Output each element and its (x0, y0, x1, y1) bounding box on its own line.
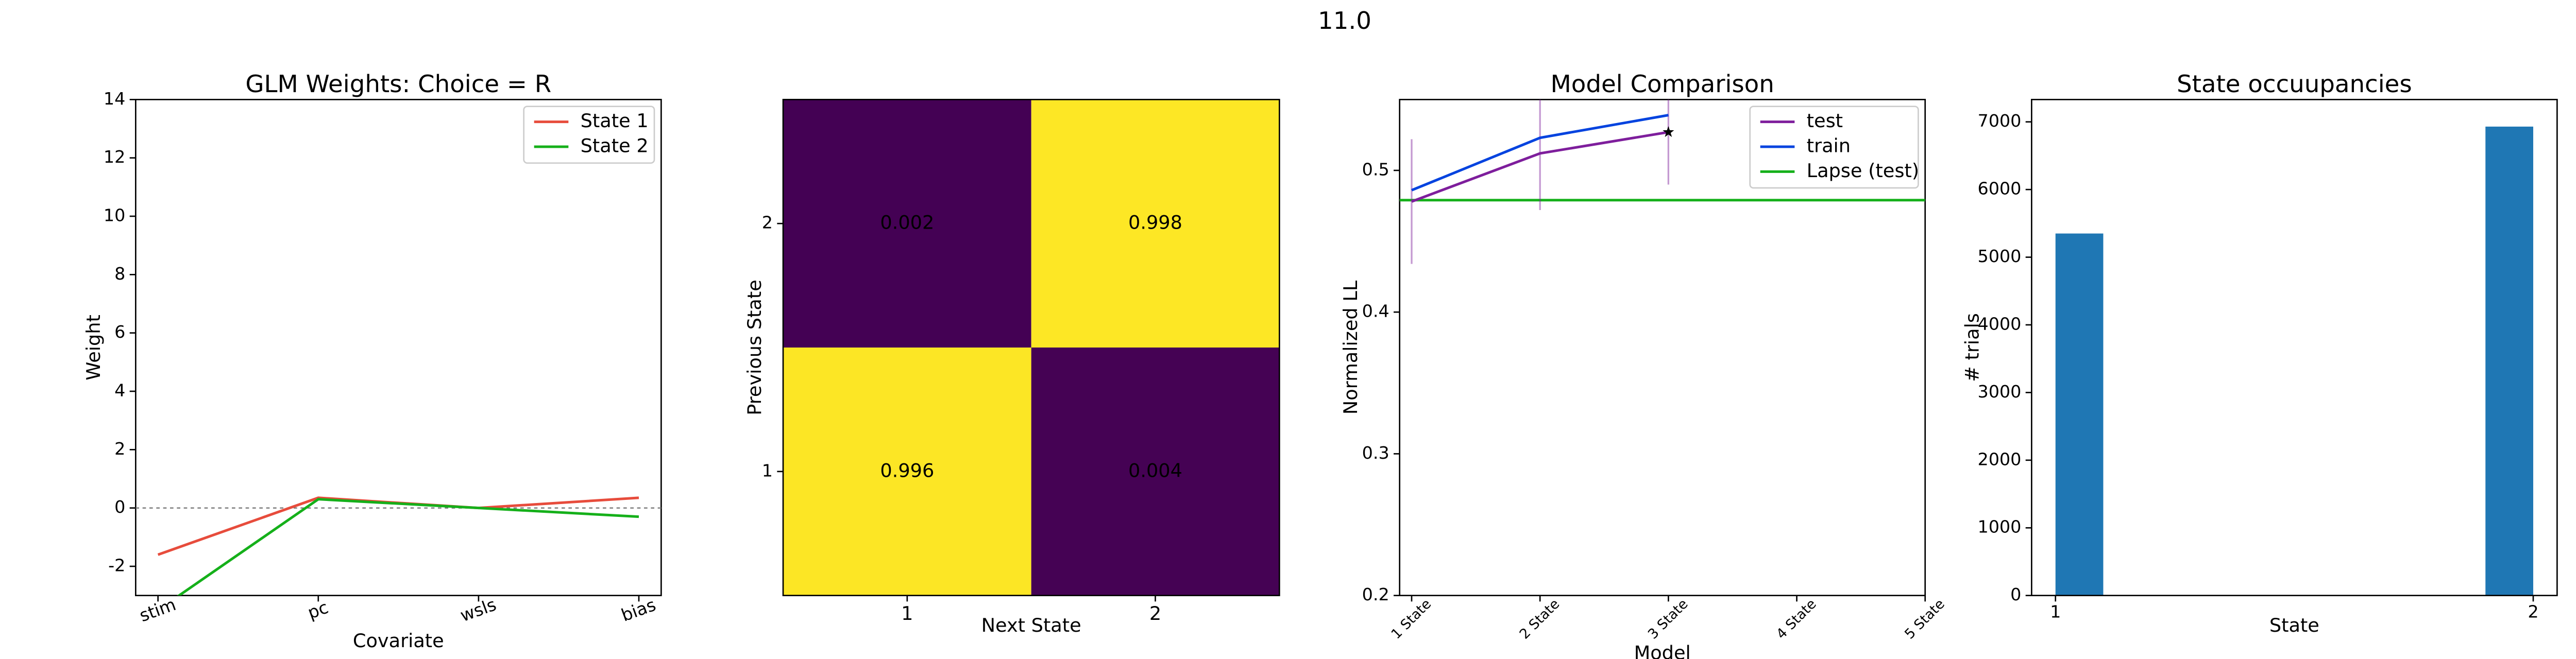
y-tick-label: 0.4 (1362, 301, 1389, 321)
x-tick-label: 1 State (1388, 596, 1434, 643)
cell-label: 0.004 (1128, 459, 1182, 481)
x-tick-label: 1 (2050, 602, 2061, 622)
axes-frame (1399, 99, 1926, 596)
x-tick-label: bias (619, 595, 658, 626)
x-tick-label: wsls (457, 594, 499, 626)
axes-title: State occuupancies (2177, 71, 2412, 98)
y-axis-label: Previous State (743, 280, 766, 415)
y-axis-label: # trials (1961, 313, 1983, 382)
x-tick-label: 1 (901, 602, 913, 625)
y-axis-label: Weight (82, 315, 105, 380)
series-line (1411, 114, 1669, 192)
y-tick-label: -2 (108, 556, 125, 576)
y-tick-label: 10 (104, 205, 125, 226)
y-tick-label: 0.5 (1362, 159, 1389, 179)
bar (2055, 233, 2104, 596)
bar (2485, 126, 2533, 596)
y-tick-label: 12 (104, 147, 125, 167)
y-tick-label: 4 (114, 380, 125, 401)
y-tick-label: 4000 (1978, 314, 2022, 334)
y-tick-label: 7000 (1978, 111, 2022, 131)
y-tick-label: 2000 (1978, 449, 2022, 469)
y-tick-label: 3000 (1978, 381, 2022, 402)
best-model-star (1663, 126, 1674, 137)
series-line (1411, 131, 1669, 203)
y-tick-label: 6000 (1978, 179, 2022, 199)
y-tick-label: 0 (2010, 584, 2021, 604)
cell-label: 0.996 (880, 459, 934, 481)
series-line (177, 498, 639, 596)
cell-label: 0.998 (1128, 212, 1182, 234)
y-tick-label: 2 (114, 439, 125, 459)
x-tick-label: 2 (2528, 602, 2538, 622)
plot-area (135, 496, 662, 596)
heatmap-cell (1031, 348, 1280, 596)
y-tick-label: 1 (762, 460, 773, 480)
x-tick-label: 5 State (1902, 596, 1948, 643)
y-tick-label: 6 (114, 322, 125, 342)
heatmap-cell (783, 99, 1031, 348)
heatmap-cell (783, 348, 1031, 596)
suptitle: 11.0 (1318, 7, 1371, 35)
x-tick-label: 3 State (1645, 596, 1691, 643)
x-axis-label: Next State (981, 614, 1081, 636)
y-tick-label: 8 (114, 264, 125, 284)
axes-frame (782, 99, 1280, 596)
legend-label: Lapse (test) (1807, 160, 1919, 182)
axes-frame (2031, 99, 2558, 596)
x-tick-label: stim (137, 594, 178, 626)
y-tick-label: 0.2 (1362, 584, 1389, 604)
legend-label: train (1807, 135, 1851, 157)
y-tick-label: 2 (762, 213, 773, 233)
legend-box (1749, 106, 1919, 189)
axes-frame (135, 99, 662, 596)
y-tick-label: 0.3 (1362, 443, 1389, 463)
x-axis-label: Covariate (353, 630, 444, 652)
legend-label: State 1 (581, 110, 649, 132)
x-tick-label: 2 (1149, 602, 1161, 625)
axes-title: GLM Weights: Choice = R (245, 71, 551, 98)
y-tick-label: 0 (114, 497, 125, 517)
cell-label: 0.002 (880, 212, 934, 234)
axes-title: Model Comparison (1551, 71, 1774, 98)
heatmap-cell (1031, 99, 1280, 348)
y-tick-label: 5000 (1978, 246, 2022, 266)
y-axis-label: Normalized LL (1340, 280, 1362, 414)
legend-label: test (1807, 110, 1843, 132)
x-axis-label: State (2269, 614, 2319, 636)
x-tick-label: 4 State (1773, 596, 1820, 643)
y-tick-label: 14 (104, 89, 125, 109)
x-axis-label: Model (1634, 642, 1691, 659)
legend-label: State 2 (581, 135, 649, 157)
y-tick-label: 1000 (1978, 517, 2022, 537)
series-line (157, 496, 639, 556)
x-tick-label: pc (305, 597, 331, 623)
x-tick-label: 2 State (1517, 596, 1563, 643)
